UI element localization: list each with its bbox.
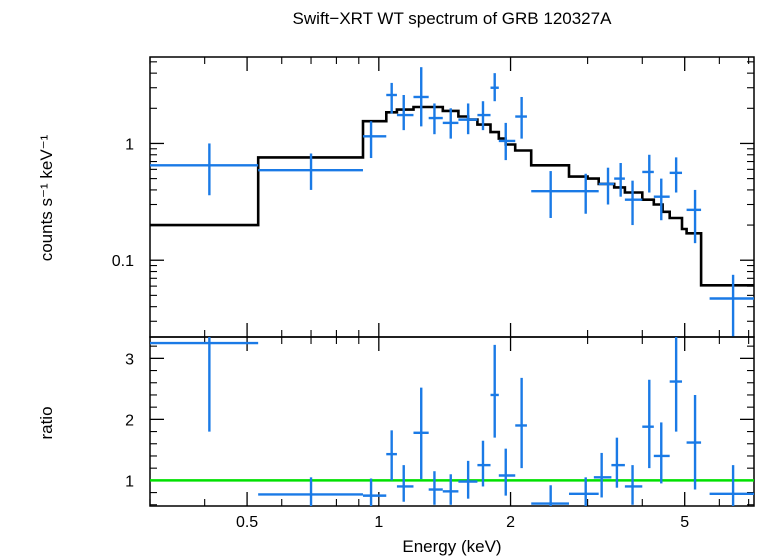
- spectrum-data-point: [669, 157, 683, 193]
- ratio-data-point: [477, 440, 491, 487]
- ratio-data-point: [709, 465, 754, 506]
- spectrum-data-point: [614, 163, 625, 197]
- ratio-data-point: [568, 477, 599, 506]
- spectrum-data-point: [442, 108, 459, 139]
- x-tick-label: 2: [506, 514, 515, 531]
- model-step-line: [150, 105, 754, 287]
- spectrum-data-point: [150, 143, 259, 196]
- spectrum-data-point: [642, 154, 654, 193]
- spectrum-data-point: [386, 82, 397, 114]
- ratio-data-point: [642, 379, 654, 469]
- ratio-y-axis-label: ratio: [37, 406, 56, 439]
- spectrum-data-point: [598, 167, 615, 205]
- ratio-data-point: [531, 485, 569, 506]
- ratio-data-point: [386, 430, 397, 481]
- ratio-data-point: [413, 387, 429, 480]
- spectrum-data-point: [653, 178, 670, 221]
- ratio-data-point: [593, 452, 612, 498]
- spectrum-data-point: [686, 189, 702, 244]
- ratio-data-point: [624, 465, 643, 505]
- ratio-data-point: [428, 471, 443, 505]
- spectrum-data-point: [428, 103, 443, 135]
- spectrum-data-point: [531, 171, 569, 218]
- x-tick-label: 1: [374, 514, 383, 531]
- spectrum-data-point: [413, 67, 429, 127]
- ratio-data-point: [442, 474, 459, 505]
- ratio-data-point: [150, 337, 259, 432]
- spectrum-data-point: [709, 274, 754, 337]
- spectrum-data-point: [396, 94, 414, 131]
- ratio-data-point: [490, 344, 499, 438]
- spectrum-data-point: [498, 122, 516, 161]
- spectrum-data-point: [258, 153, 363, 190]
- spectrum-data-point: [477, 101, 491, 131]
- ratio-data-point: [458, 460, 478, 499]
- spectrum-panel: 0.11: [112, 56, 755, 338]
- ratio-data-point: [258, 477, 363, 506]
- ratio-data-point: [686, 394, 702, 490]
- x-axis-label: Energy (keV): [402, 537, 501, 556]
- chart-title: Swift−XRT WT spectrum of GRB 120327A: [293, 9, 613, 28]
- ratio-data-point: [669, 337, 683, 432]
- spectrum-data-point: [568, 173, 599, 214]
- spectrum-y-tick-label: 1: [125, 136, 134, 153]
- ratio-data-point: [515, 377, 527, 469]
- spectrum-data-point: [490, 73, 499, 102]
- x-tick-label: 0.5: [236, 514, 258, 531]
- ratio-data-point: [396, 465, 414, 502]
- spectrum-data-point: [515, 96, 527, 139]
- spectrum-data-point: [624, 180, 643, 226]
- ratio-data-point: [498, 448, 516, 496]
- ratio-frame: [149, 336, 755, 507]
- ratio-data-point: [362, 478, 387, 506]
- spectrum-data-point: [362, 121, 387, 159]
- spectrum-y-tick-label: 0.1: [112, 253, 134, 270]
- ratio-y-tick-label: 3: [125, 351, 134, 368]
- spectrum-data-point: [458, 103, 478, 135]
- spectrum-y-axis-label: counts s⁻¹ keV⁻¹: [37, 134, 56, 261]
- x-tick-label: 5: [680, 514, 689, 531]
- ratio-data-point: [611, 437, 625, 488]
- ratio-y-tick-label: 2: [125, 412, 134, 429]
- ratio-y-tick-label: 1: [125, 473, 134, 490]
- ratio-data-point: [653, 422, 670, 484]
- ratio-panel: 0.5 1 2 5 1 2 3: [125, 336, 755, 531]
